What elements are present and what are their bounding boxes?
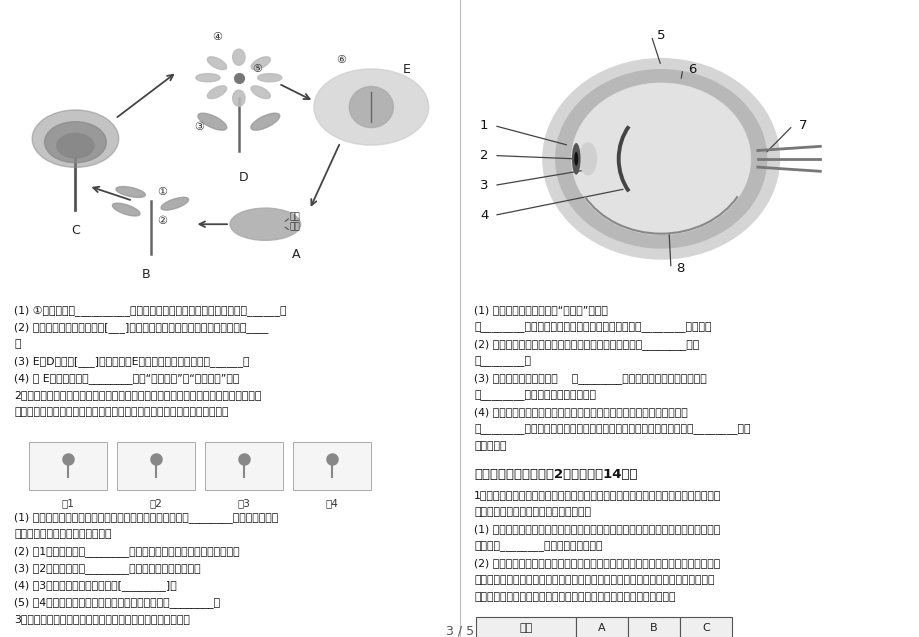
Text: 2、日常生活中可能会遇到触电、溢水、煮气中毒等意外伤害，一旦发生心搠骤停，必: 2、日常生活中可能会遇到触电、溢水、煮气中毒等意外伤害，一旦发生心搠骤停，必 (14, 390, 261, 400)
Text: ）________曲度过大且不易恢复，使看到的物像模糊不清，这需要配戴________透镜: ）________曲度过大且不易恢复，使看到的物像模糊不清，这需要配戴_____… (473, 424, 750, 434)
Ellipse shape (349, 87, 393, 127)
Text: (5) 图4是胸外按压的正确姿势，按压是要注意双臂________。: (5) 图4是胸外按压的正确姿势，按压是要注意双臂________。 (14, 597, 220, 608)
Bar (575, 617, 628, 637)
Text: B: B (650, 623, 657, 633)
Text: 3 / 5: 3 / 5 (446, 625, 473, 637)
Text: ）________的结构，其内含有平滑肌，能够调节（）________的大小。: ）________的结构，其内含有平滑肌，能够调节（）________的大小。 (473, 322, 710, 333)
Text: 四、实验探究题。（共2个小题，內14分）: 四、实验探究题。（共2个小题，內14分） (473, 468, 637, 481)
Text: A: A (291, 248, 301, 261)
Text: 胚芽: 胚芽 (289, 212, 300, 221)
Text: B: B (142, 268, 150, 281)
Text: (4) 图3中胸外按压的正确部位是[________]。: (4) 图3中胸外按压的正确部位是[________]。 (14, 580, 176, 591)
Ellipse shape (198, 113, 226, 130)
Text: (1) ①是由种子的__________发育而来，幼苗吸水的主要部位是根尖的______。: (1) ①是由种子的__________发育而来，幼苗吸水的主要部位是根尖的__… (14, 305, 286, 316)
Circle shape (44, 122, 107, 162)
Text: (2) 橘开花后，成熟的花粉从[___]中散发出来，要结出果实必须经过传粉和____: (2) 橘开花后，成熟的花粉从[___]中散发出来，要结出果实必须经过传粉和__… (14, 322, 268, 333)
Text: 1: 1 (480, 119, 488, 132)
Text: (4) 从 E可判断橘属于________（填“裸子植物”或“被子植物”）。: (4) 从 E可判断橘属于________（填“裸子植物”或“被子植物”）。 (14, 373, 239, 384)
Ellipse shape (112, 203, 140, 216)
Ellipse shape (579, 143, 596, 175)
Bar (679, 617, 732, 637)
Text: (1) 由于急救技术专业性较强，当发生意外时首先应该拨打________急救电话，然后: (1) 由于急救技术专业性较强，当发生意外时首先应该拨打________急救电话… (14, 512, 278, 523)
Circle shape (32, 110, 119, 168)
Ellipse shape (251, 57, 270, 69)
Text: ③: ③ (195, 122, 204, 132)
Text: 8: 8 (675, 262, 685, 275)
Text: (1) 在移栽植物幼苗时，常常会选择阳光不好的阴雨天或者傍晚，这样可以有效的降: (1) 在移栽植物幼苗时，常常会选择阳光不好的阴雨天或者傍晚，这样可以有效的降 (473, 524, 720, 534)
Ellipse shape (573, 152, 577, 166)
Text: 胚根: 胚根 (289, 222, 300, 231)
Text: 2: 2 (480, 149, 488, 162)
Bar (205, 442, 283, 490)
Text: (2) 图1的操作是为了________，这是现场心肺复苏成功的关键一步。: (2) 图1的操作是为了________，这是现场心肺复苏成功的关键一步。 (14, 546, 239, 557)
Bar (475, 617, 575, 637)
Text: C: C (71, 224, 80, 237)
Bar (292, 442, 370, 490)
Text: 须立即进行心肺复苏术。请回答：（横线上填写文字，方括号内填写编号）: 须立即进行心肺复苏术。请回答：（横线上填写文字，方括号内填写编号） (14, 407, 228, 417)
Circle shape (554, 69, 766, 248)
Text: 验。他们在三个温室中分别种植了相同的萝卜幼苗，温室内的温度和二氧化碘浓度控: 验。他们在三个温室中分别种植了相同的萝卜幼苗，温室内的温度和二氧化碘浓度控 (473, 575, 714, 585)
Text: 4: 4 (480, 209, 488, 222)
Text: ①: ① (157, 187, 167, 197)
Text: 在有把握的情况下实施现场急救。: 在有把握的情况下实施现场急救。 (14, 529, 111, 539)
Text: (2) 为了探究提高生态园内蔬菜产量的科学方法，同学们选择萝卜作为研究对象行实: (2) 为了探究提高生态园内蔬菜产量的科学方法，同学们选择萝卜作为研究对象行实 (473, 558, 720, 568)
Text: ⑥: ⑥ (335, 55, 346, 65)
Text: (3) 图2是触摸颢动脉________的情况，判断有无心跳。: (3) 图2是触摸颢动脉________的情况，判断有无心跳。 (14, 563, 200, 574)
Text: 图1: 图1 (62, 498, 74, 508)
Ellipse shape (207, 57, 226, 69)
Text: E: E (403, 63, 410, 76)
Text: 图4: 图4 (325, 498, 338, 508)
Ellipse shape (233, 90, 244, 106)
Text: 图3: 图3 (237, 498, 250, 508)
Ellipse shape (257, 74, 281, 82)
Text: (4) 中学生若用眼不当会造成近视，其成因是因眼球的前后径过长，或（: (4) 中学生若用眼不当会造成近视，其成因是因眼球的前后径过长，或（ (473, 407, 687, 417)
Text: ）________传递给大脑，形成视觉。: ）________传递给大脑，形成视觉。 (473, 390, 596, 401)
Ellipse shape (161, 197, 188, 210)
Ellipse shape (251, 86, 270, 99)
Text: 。: 。 (14, 339, 20, 349)
Text: ④: ④ (212, 32, 222, 41)
Text: (3) 正常情况下，物像在（    ）________上形成，形成的物像信息由（: (3) 正常情况下，物像在（ ）________上形成，形成的物像信息由（ (473, 373, 706, 384)
Bar (117, 442, 195, 490)
Ellipse shape (196, 74, 220, 82)
Text: (3) E由D图中的[___]发育而来，E在植物体结构层次上属于______，: (3) E由D图中的[___]发育而来，E在植物体结构层次上属于______， (14, 356, 249, 367)
Text: D: D (238, 171, 248, 185)
Text: 低植物的________，有利于幼苗成活。: 低植物的________，有利于幼苗成活。 (473, 541, 602, 552)
Text: A: A (597, 623, 605, 633)
Circle shape (542, 59, 778, 259)
Bar (628, 617, 679, 637)
Text: 开展了一系列植物栽培和科学探究活动。: 开展了一系列植物栽培和科学探究活动。 (473, 507, 590, 517)
Text: 6: 6 (687, 62, 696, 76)
Text: 3、下面是眼球基本结构与功能示意图，据图回答下列问题。: 3、下面是眼球基本结构与功能示意图，据图回答下列问题。 (14, 614, 189, 624)
Text: ）________。: ）________。 (473, 356, 530, 367)
Text: 3: 3 (480, 179, 488, 192)
Circle shape (57, 133, 94, 158)
Ellipse shape (251, 113, 279, 130)
Text: (2) 当光线进入眼球时，对光线有折射作用的结构有（）________和（: (2) 当光线进入眼球时，对光线有折射作用的结构有（）________和（ (473, 339, 698, 350)
Ellipse shape (207, 86, 226, 99)
Text: 加以矫正。: 加以矫正。 (473, 441, 506, 451)
Text: 1、某校生物科技活动小组利用学校空地建立了一个小型农业生态园。在园内，同学们: 1、某校生物科技活动小组利用学校空地建立了一个小型农业生态园。在园内，同学们 (473, 490, 720, 500)
Text: 温室: 温室 (519, 623, 532, 633)
Text: 制情况如表所示（每个温室的光照、土壤、水分等其他条件均相同）：: 制情况如表所示（每个温室的光照、土壤、水分等其他条件均相同）： (473, 592, 675, 602)
Circle shape (313, 69, 428, 145)
Text: C: C (701, 623, 709, 633)
Text: 5: 5 (656, 29, 664, 42)
Bar (29, 442, 107, 490)
Circle shape (571, 83, 750, 234)
Text: (1) 中国人一般为黑眼睛，“黑眼睛”是指（: (1) 中国人一般为黑眼睛，“黑眼睛”是指（ (473, 305, 607, 315)
Text: 7: 7 (798, 119, 806, 132)
Text: ⑤: ⑤ (252, 64, 262, 74)
Ellipse shape (116, 187, 145, 197)
Text: 图2: 图2 (150, 498, 163, 508)
Ellipse shape (233, 49, 244, 65)
Ellipse shape (572, 143, 580, 175)
Ellipse shape (230, 208, 301, 240)
Text: ②: ② (157, 216, 167, 226)
